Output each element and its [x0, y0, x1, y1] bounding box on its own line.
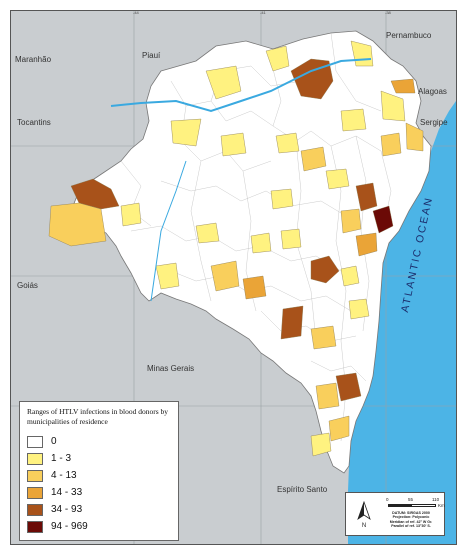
legend-item: 0 — [27, 433, 171, 450]
longitude-tick-41: -41 — [260, 10, 266, 15]
legend-label: 14 - 33 — [51, 487, 83, 498]
tributary-river — [150, 160, 187, 302]
legend-swatch — [27, 435, 43, 448]
sao-francisco-river — [110, 58, 372, 113]
datum-line: DATUM: SIRGAS 2000 — [392, 511, 430, 515]
longitude-tick-44: -44 — [133, 10, 139, 15]
scale-tick: 0 — [386, 497, 389, 502]
north-arrow-icon: N — [357, 501, 371, 529]
label-goias: Goiás — [17, 281, 38, 290]
map-frame: -44 -41 -38 Maranhão Piauí Pernambuco Al… — [10, 10, 457, 545]
label-tocantins: Tocantins — [17, 118, 51, 127]
legend-label: 34 - 93 — [51, 504, 83, 515]
longitude-tick-38: -38 — [385, 10, 391, 15]
scale-box: N 0 55 110 Km DATUM: SIRGAS 2000 Project… — [345, 492, 445, 536]
scale-bar — [388, 504, 436, 507]
legend-item: 4 - 13 — [27, 467, 171, 484]
legend-swatch — [27, 452, 43, 465]
scale-unit: Km — [438, 503, 445, 508]
legend-label: 94 - 969 — [51, 521, 88, 532]
label-maranhao: Maranhão — [15, 55, 52, 64]
label-espirito-santo: Espírito Santo — [277, 485, 328, 494]
legend-swatch — [27, 486, 43, 499]
legend-swatch — [27, 503, 43, 516]
projection-line: Projection: Polyconic — [392, 515, 430, 520]
label-minas-gerais: Minas Gerais — [147, 364, 195, 373]
legend-label: 1 - 3 — [51, 453, 72, 464]
legend-item: 34 - 93 — [27, 501, 171, 518]
legend-title: Ranges of HTLV infections in blood donor… — [27, 407, 169, 426]
municipality-fills — [48, 40, 424, 457]
north-label: N — [362, 523, 366, 529]
legend-label: 0 — [51, 436, 57, 447]
label-alagoas: Alagoas — [418, 87, 447, 96]
legend-item: 94 - 969 — [27, 518, 171, 535]
datum-text: DATUM: SIRGAS 2000 Projection: Polyconic… — [384, 511, 438, 529]
legend-swatch — [27, 469, 43, 482]
scale-tick: 110 — [432, 497, 440, 502]
parallel-line: Parallel of ref. 13°30' S. — [391, 524, 431, 529]
legend-item: 1 - 3 — [27, 450, 171, 467]
label-sergipe: Sergipe — [420, 118, 448, 127]
legend: Ranges of HTLV infections in blood donor… — [19, 401, 179, 541]
label-pernambuco: Pernambuco — [386, 31, 432, 40]
label-piaui: Piauí — [142, 51, 161, 60]
atlantic-ocean — [348, 101, 456, 544]
legend-item: 14 - 33 — [27, 484, 171, 501]
legend-label: 4 - 13 — [51, 470, 77, 481]
scale-tick: 55 — [408, 497, 414, 502]
meridian-line: Meridian of ref. 42° W Gr. — [389, 519, 433, 524]
legend-swatch — [27, 520, 43, 533]
